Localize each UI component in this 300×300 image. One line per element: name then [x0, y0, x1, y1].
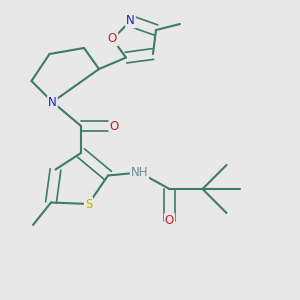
- Text: N: N: [48, 95, 57, 109]
- Text: N: N: [126, 14, 135, 28]
- Text: O: O: [165, 214, 174, 227]
- Text: O: O: [110, 119, 118, 133]
- Text: S: S: [85, 197, 92, 211]
- Text: NH: NH: [131, 166, 148, 179]
- Text: O: O: [108, 32, 117, 46]
